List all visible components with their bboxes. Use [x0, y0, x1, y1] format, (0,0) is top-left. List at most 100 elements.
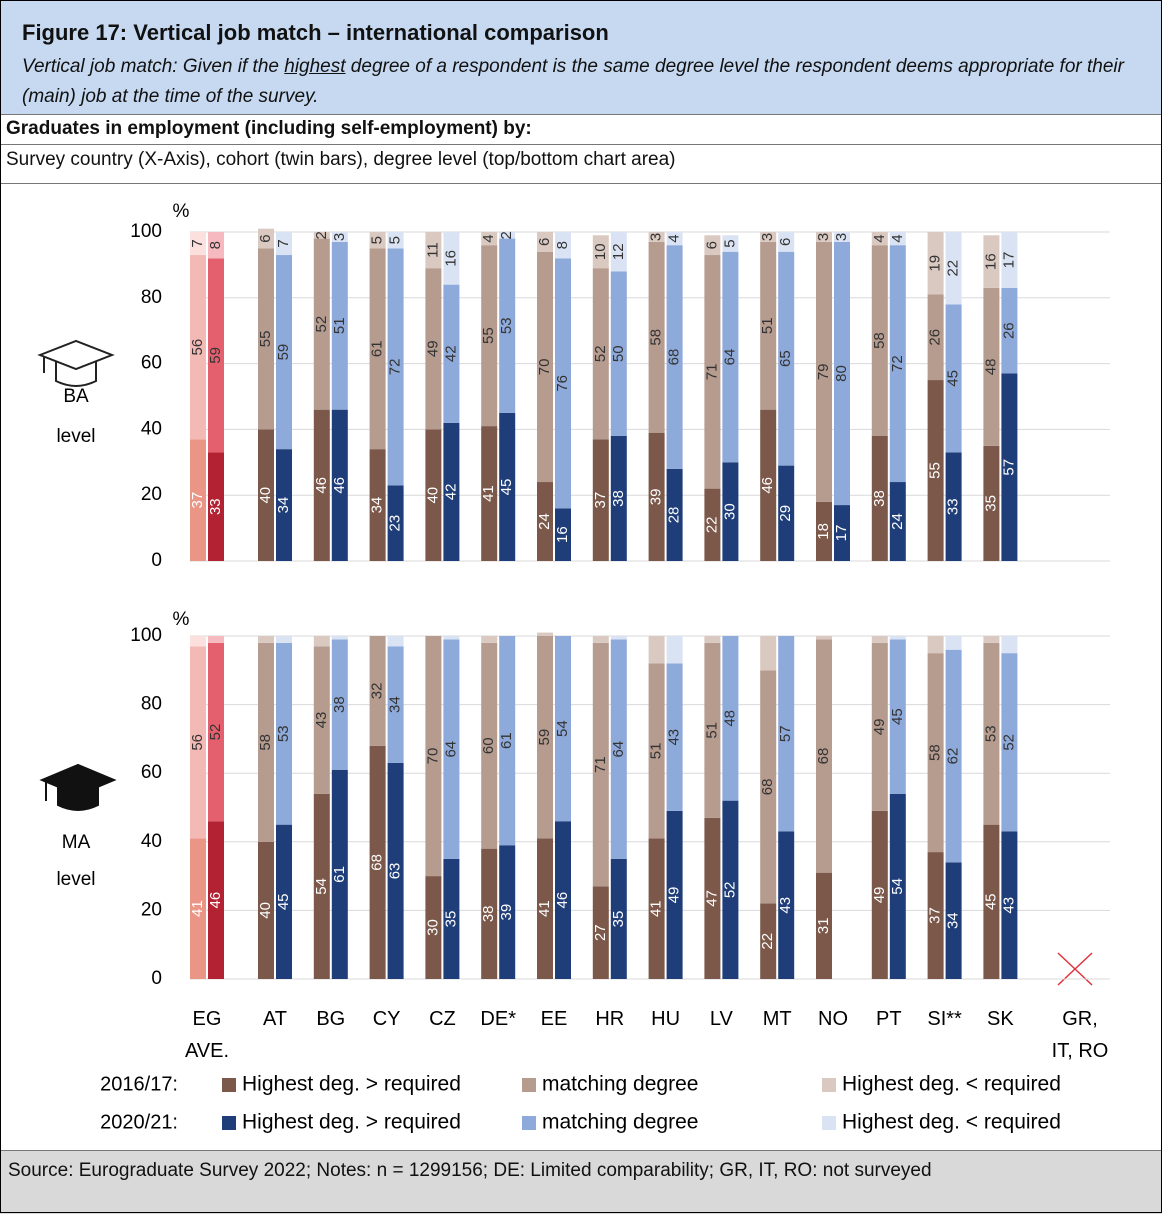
title: Figure 17: Vertical job match – internat…	[22, 20, 609, 45]
data-label: 52	[1000, 734, 1017, 751]
data-label: 17	[833, 525, 850, 542]
data-label: 38	[480, 905, 497, 922]
group-title: Graduates in employment (including self-…	[6, 118, 532, 139]
group-row: Survey country (X-Axis), cohort (twin ba…	[0, 145, 1162, 184]
legend-swatch	[222, 1116, 236, 1130]
bar-segment	[276, 824, 292, 979]
bar-segment	[816, 501, 832, 561]
bar-segment	[778, 831, 795, 979]
bar-segment	[871, 642, 888, 811]
data-label: 51	[703, 722, 720, 739]
data-label: 52	[207, 724, 224, 741]
bar-segment	[425, 876, 442, 979]
data-label: 41	[648, 900, 665, 917]
data-label: 33	[945, 498, 962, 515]
bar-segment	[537, 632, 553, 636]
data-label: 35	[982, 495, 999, 512]
bar-segment	[258, 841, 274, 979]
group-row: Graduates in employment (including self-…	[0, 114, 1162, 145]
bar-segment	[816, 639, 832, 873]
bar-segment	[258, 636, 274, 643]
data-label: 5	[721, 239, 738, 247]
data-label: 11	[424, 242, 441, 258]
bar-segment	[443, 422, 460, 561]
bar-segment	[760, 636, 777, 671]
bar-segment	[258, 642, 274, 842]
bar-segment	[1001, 636, 1018, 654]
data-label: 38	[871, 490, 888, 507]
y-tick-label: 100	[130, 625, 162, 646]
bar-segment	[648, 663, 665, 839]
bar-segment	[666, 810, 683, 979]
data-label: 45	[889, 708, 906, 725]
data-label: 30	[721, 503, 738, 520]
bar-segment	[666, 245, 683, 469]
data-label: 22	[759, 933, 776, 950]
data-label: 7	[275, 239, 292, 247]
legend-label: Highest deg. < required	[842, 1111, 1061, 1134]
data-label: 56	[189, 734, 206, 751]
data-label: 40	[257, 487, 274, 504]
bar-segment	[499, 845, 516, 979]
data-label: 53	[982, 725, 999, 742]
legend-swatch	[822, 1078, 836, 1092]
data-label: 31	[815, 917, 832, 934]
bar-segment	[610, 639, 627, 859]
x-tick-label: NO	[818, 1008, 848, 1030]
bar-segment	[499, 412, 516, 561]
data-label: 23	[387, 515, 404, 532]
bar-segment	[208, 452, 224, 561]
data-label: 18	[815, 523, 832, 540]
bar-segment	[816, 241, 832, 502]
bar-segment	[927, 653, 944, 853]
data-label: 5	[387, 236, 404, 244]
x-tick-label: DE*	[480, 1008, 516, 1030]
subtitle-text: Vertical job match: Given if the	[22, 56, 285, 77]
x-tick-label: BG	[316, 1008, 345, 1030]
data-label: 16	[982, 253, 999, 270]
bar-segment	[871, 245, 888, 436]
data-label: 34	[275, 497, 292, 514]
data-label: 7	[189, 239, 206, 247]
bar-segment	[555, 232, 571, 259]
data-label: 64	[610, 741, 627, 758]
data-label: 56	[189, 339, 206, 356]
bar-segment	[889, 636, 906, 640]
data-label: 5	[369, 236, 386, 244]
data-label: 43	[666, 729, 683, 746]
bar-segment	[537, 251, 553, 483]
bar-segment	[704, 817, 721, 979]
bar-segment	[648, 636, 665, 664]
legend-swatch	[222, 1078, 236, 1092]
x-tick-label: HU	[651, 1008, 680, 1030]
panel-label: MA level	[56, 832, 95, 890]
subtitle-emphasis: highest	[284, 56, 346, 77]
bar-segment	[387, 485, 404, 561]
data-label: 54	[889, 878, 906, 895]
bar-segment	[889, 639, 906, 794]
bar-segment	[592, 636, 609, 643]
data-label: 61	[369, 340, 386, 357]
bar-segment	[722, 251, 739, 463]
bar-segment	[443, 858, 460, 979]
bar-segment	[331, 232, 348, 242]
bar-segment	[190, 838, 206, 979]
y-tick-label: 0	[151, 550, 162, 571]
bar-segment	[889, 793, 906, 979]
bar-segment	[369, 636, 386, 746]
bar-segment	[760, 670, 777, 904]
data-label: 59	[275, 344, 292, 361]
data-label: 6	[703, 241, 720, 249]
bar-segment	[945, 304, 962, 453]
data-label: 22	[703, 516, 720, 533]
data-label: 55	[257, 331, 274, 348]
data-label: 34	[945, 912, 962, 929]
bar-segment	[834, 505, 850, 561]
data-label: 35	[610, 911, 627, 928]
data-label: 46	[759, 477, 776, 494]
bar-segment	[276, 642, 292, 825]
y-tick-label: 40	[141, 418, 162, 439]
bar-segment	[778, 232, 795, 252]
data-label: 70	[424, 748, 441, 765]
data-label: 80	[833, 365, 850, 382]
